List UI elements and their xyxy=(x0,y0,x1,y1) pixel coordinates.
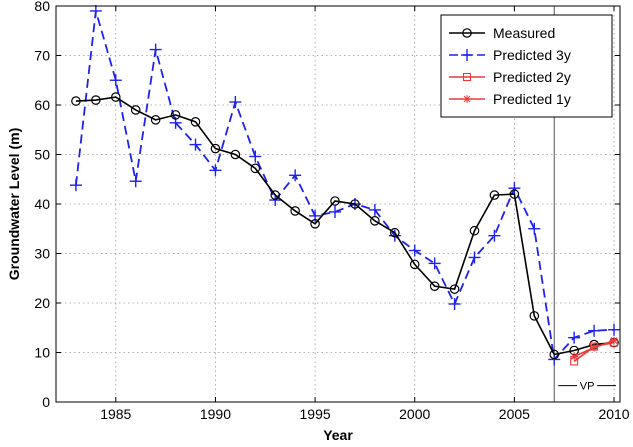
data-point-predicted-3y xyxy=(189,138,202,151)
data-point-predicted-3y xyxy=(109,74,122,87)
star-d2 xyxy=(570,353,578,360)
x-tick-label: 1995 xyxy=(300,406,331,422)
y-tick-label: 40 xyxy=(34,196,50,212)
data-point-predicted-3y xyxy=(249,150,262,163)
data-point-measured xyxy=(170,110,181,120)
data-point-predicted-3y xyxy=(229,96,242,109)
series-line-predicted-3y xyxy=(75,10,615,362)
legend-label-predicted-3y: Predicted 3y xyxy=(493,47,571,63)
y-tick-label: 30 xyxy=(34,246,50,262)
data-point-predicted-3y xyxy=(69,179,82,192)
legend-entry-predicted-2y: Predicted 2y xyxy=(449,69,571,85)
series-line-measured xyxy=(75,96,615,356)
data-point-measured xyxy=(549,349,560,360)
data-point-measured xyxy=(110,92,121,102)
data-point-measured xyxy=(429,281,440,291)
data-point-measured xyxy=(350,199,360,209)
x-axis-label: Year xyxy=(323,427,353,443)
data-point-measured xyxy=(370,216,380,226)
data-point-predicted-1y xyxy=(590,343,599,352)
series-layer xyxy=(69,4,621,366)
data-point-predicted-3y xyxy=(408,244,421,257)
data-point-predicted-3y xyxy=(508,182,521,195)
grid-lines xyxy=(56,6,620,402)
legend-label-predicted-2y: Predicted 2y xyxy=(493,69,571,85)
data-point-predicted-3y xyxy=(388,229,401,242)
x-tick-label: 1985 xyxy=(100,406,131,422)
y-tick-label: 80 xyxy=(34,0,50,14)
data-point-measured xyxy=(130,105,141,115)
legend-marker-predicted-3y xyxy=(461,49,473,61)
data-point-measured xyxy=(330,196,340,206)
data-point-measured xyxy=(529,311,540,321)
x-tick-label: 2010 xyxy=(598,406,629,422)
legend-box xyxy=(440,14,613,118)
data-point-predicted-3y xyxy=(368,203,381,216)
legend-marker-predicted-2y xyxy=(462,72,472,82)
y-tick-label: 0 xyxy=(42,394,50,410)
legend-marker-predicted-1y xyxy=(463,95,471,103)
data-point-measured xyxy=(210,143,221,154)
data-point-predicted-3y xyxy=(608,323,621,336)
data-point-predicted-1y xyxy=(570,352,579,361)
data-point-measured xyxy=(389,227,400,238)
y-tick-label: 20 xyxy=(34,295,50,311)
data-point-predicted-3y xyxy=(468,251,481,264)
data-point-measured xyxy=(71,96,81,106)
data-point-measured xyxy=(150,115,161,125)
y-tick-label: 70 xyxy=(34,48,50,64)
data-point-predicted-3y xyxy=(129,175,142,188)
series-measured xyxy=(71,92,619,360)
data-point-predicted-3y xyxy=(528,222,541,235)
legend-label-measured: Measured xyxy=(493,25,555,41)
star-d2 xyxy=(590,344,598,351)
y-axis-label: Groundwater Level (m) xyxy=(6,128,22,280)
y-tick-label: 60 xyxy=(34,97,50,113)
data-point-predicted-3y xyxy=(568,331,581,344)
data-point-measured xyxy=(190,117,201,127)
data-point-predicted-3y xyxy=(209,164,222,177)
data-point-measured xyxy=(250,163,261,174)
series-predicted-1y xyxy=(570,336,619,361)
data-point-predicted-3y xyxy=(448,297,461,310)
data-point-measured xyxy=(509,189,520,199)
vp-label: VP xyxy=(580,381,595,393)
data-point-predicted-3y xyxy=(428,257,441,270)
data-point-measured xyxy=(91,95,101,105)
legend-marker-measured xyxy=(462,28,472,38)
data-point-measured xyxy=(270,190,281,200)
legend: Measured Predicted 3y Predicted 2y Predicte… xyxy=(440,14,613,118)
data-point-predicted-3y xyxy=(488,229,501,242)
data-point-measured xyxy=(469,225,480,236)
star-d2 xyxy=(610,337,618,344)
data-point-predicted-3y xyxy=(588,324,601,337)
legend-entry-predicted-1y: Predicted 1y xyxy=(449,91,571,107)
legend-label-predicted-1y: Predicted 1y xyxy=(493,91,571,107)
data-point-measured xyxy=(230,149,241,160)
data-point-predicted-3y xyxy=(149,43,162,56)
data-point-predicted-3y xyxy=(89,4,102,17)
data-point-measured xyxy=(310,219,320,229)
y-tick-label: 50 xyxy=(34,147,50,163)
data-point-predicted-1y xyxy=(610,336,619,345)
data-point-measured xyxy=(290,206,300,216)
y-tick-label: 10 xyxy=(34,345,50,361)
x-tick-label: 1990 xyxy=(200,406,231,422)
data-point-measured xyxy=(449,284,460,294)
data-point-predicted-3y xyxy=(289,169,302,182)
y-axis-ticks: 0 10 20 30 40 50 60 70 80 xyxy=(34,0,620,410)
data-point-measured xyxy=(409,259,420,270)
data-point-predicted-3y xyxy=(329,205,342,218)
x-tick-label: 2000 xyxy=(399,406,430,422)
star-d2 xyxy=(463,95,471,103)
data-point-measured xyxy=(489,190,500,200)
x-tick-label: 2005 xyxy=(499,406,530,422)
x-axis-ticks: 1985 1990 1995 2000 2005 2010 xyxy=(100,6,630,422)
legend-entry-predicted-3y: Predicted 3y xyxy=(449,47,571,63)
legend-entry-measured: Measured xyxy=(449,25,555,41)
data-point-predicted-3y xyxy=(548,353,561,366)
